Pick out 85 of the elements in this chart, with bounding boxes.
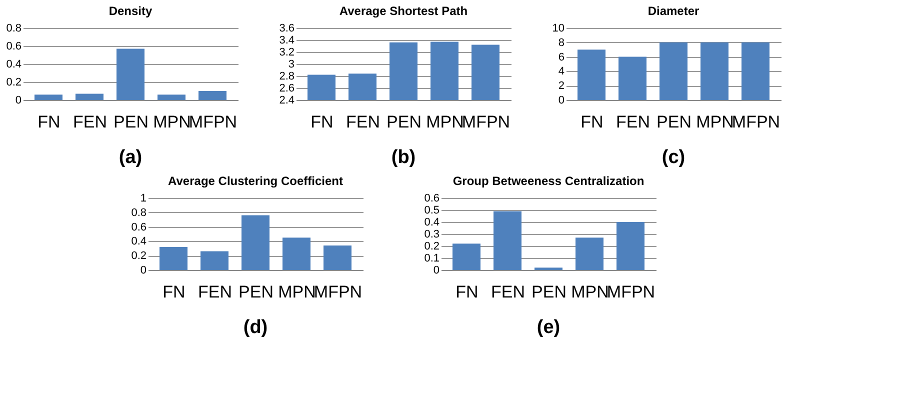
y-tick-label: 0	[140, 264, 146, 276]
x-tick-label: FEN	[491, 282, 525, 302]
y-tick-label: 0.2	[424, 240, 440, 252]
x-tick-label: MPN	[571, 282, 609, 302]
x-tick-label: FEN	[73, 112, 107, 132]
x-tick-label: FEN	[346, 112, 380, 132]
bar	[700, 42, 728, 100]
y-tick-label: 0.2	[6, 76, 22, 88]
y-tick-label: 0.5	[424, 204, 440, 216]
x-tick-label: MFPN	[606, 282, 656, 302]
y-tick-label: 2.8	[279, 70, 294, 82]
x-tick-label: PEN	[114, 112, 148, 132]
bar	[452, 244, 480, 270]
y-tick-label: 3.2	[279, 46, 294, 58]
bar	[494, 211, 522, 270]
bar	[160, 246, 188, 270]
y-tick-label: 0.4	[6, 58, 22, 70]
text: (d)	[243, 317, 268, 338]
x-tick-label: MFPN	[314, 282, 362, 302]
y-tick-label: 3	[288, 58, 294, 70]
x-tick-label: FN	[162, 282, 186, 302]
y-tick-label: 0.2	[131, 250, 146, 262]
bar	[34, 94, 62, 100]
y-tick-label: 10	[552, 22, 564, 34]
bar	[742, 42, 770, 100]
bar	[158, 94, 186, 100]
x-tick-label: MPN	[696, 112, 734, 132]
x-tick-label: FN	[310, 112, 334, 132]
bar	[616, 222, 644, 270]
x-tick-label: MPN	[153, 112, 191, 132]
y-tick-label: 2	[558, 80, 564, 92]
chart-title: Average Shortest Path	[339, 4, 468, 18]
bar	[200, 251, 228, 270]
y-tick-label: 0.4	[424, 216, 440, 228]
bar	[76, 94, 104, 100]
y-tick-label: 0	[15, 94, 22, 106]
y-tick-label: 0.8	[131, 206, 146, 219]
bar	[618, 56, 646, 100]
chart-title: Density	[108, 4, 152, 18]
y-tick-label: 0.8	[6, 22, 22, 34]
y-tick-label: 2.6	[279, 82, 294, 94]
x-tick-label: FEN	[198, 282, 232, 302]
bar	[324, 246, 352, 270]
y-tick-label: 8	[558, 36, 564, 49]
chart-title: Group Betweeness Centralization	[452, 174, 644, 188]
text: (a)	[118, 147, 142, 168]
y-tick-label: 0.4	[131, 236, 146, 248]
y-tick-label: 0.1	[424, 252, 440, 264]
y-tick-label: 0.6	[131, 221, 146, 234]
x-tick-label: PEN	[656, 112, 692, 132]
bar	[242, 215, 270, 270]
bar	[198, 91, 226, 100]
bar	[660, 42, 688, 100]
x-tick-label: MFPN	[188, 112, 238, 132]
x-tick-label: MFPN	[462, 112, 510, 132]
y-tick-label: 0	[433, 264, 440, 276]
bar	[282, 238, 310, 270]
x-tick-label: MFPN	[732, 112, 780, 132]
bar	[578, 50, 606, 100]
x-tick-label: FN	[580, 112, 604, 132]
x-tick-label: MPN	[426, 112, 464, 132]
y-tick-label: 1	[140, 192, 146, 204]
y-tick-label: 0.6	[6, 40, 22, 52]
x-tick-label: MPN	[278, 282, 316, 302]
text: (c)	[662, 147, 686, 168]
bar	[576, 238, 604, 270]
y-tick-label: 6	[558, 51, 564, 64]
x-tick-label: FN	[38, 112, 60, 132]
x-tick-label: FEN	[616, 112, 650, 132]
y-tick-label: 4	[558, 66, 564, 78]
chart-title: Diameter	[648, 4, 700, 18]
text: (e)	[536, 317, 560, 338]
x-tick-label: PEN	[386, 112, 422, 132]
y-tick-label: 0.6	[424, 192, 440, 204]
y-tick-label: 2.4	[279, 94, 294, 106]
y-tick-label: 0.3	[424, 228, 440, 240]
y-tick-label: 3.4	[279, 34, 294, 46]
x-tick-label: FN	[456, 282, 478, 302]
x-tick-label: PEN	[238, 282, 274, 302]
y-tick-label: 0	[558, 94, 564, 106]
x-tick-label: PEN	[532, 282, 566, 302]
chart-title: Average Clustering Coefficient	[168, 174, 343, 188]
bar	[116, 48, 144, 100]
y-tick-label: 3.6	[279, 22, 294, 34]
text: (b)	[391, 147, 416, 168]
